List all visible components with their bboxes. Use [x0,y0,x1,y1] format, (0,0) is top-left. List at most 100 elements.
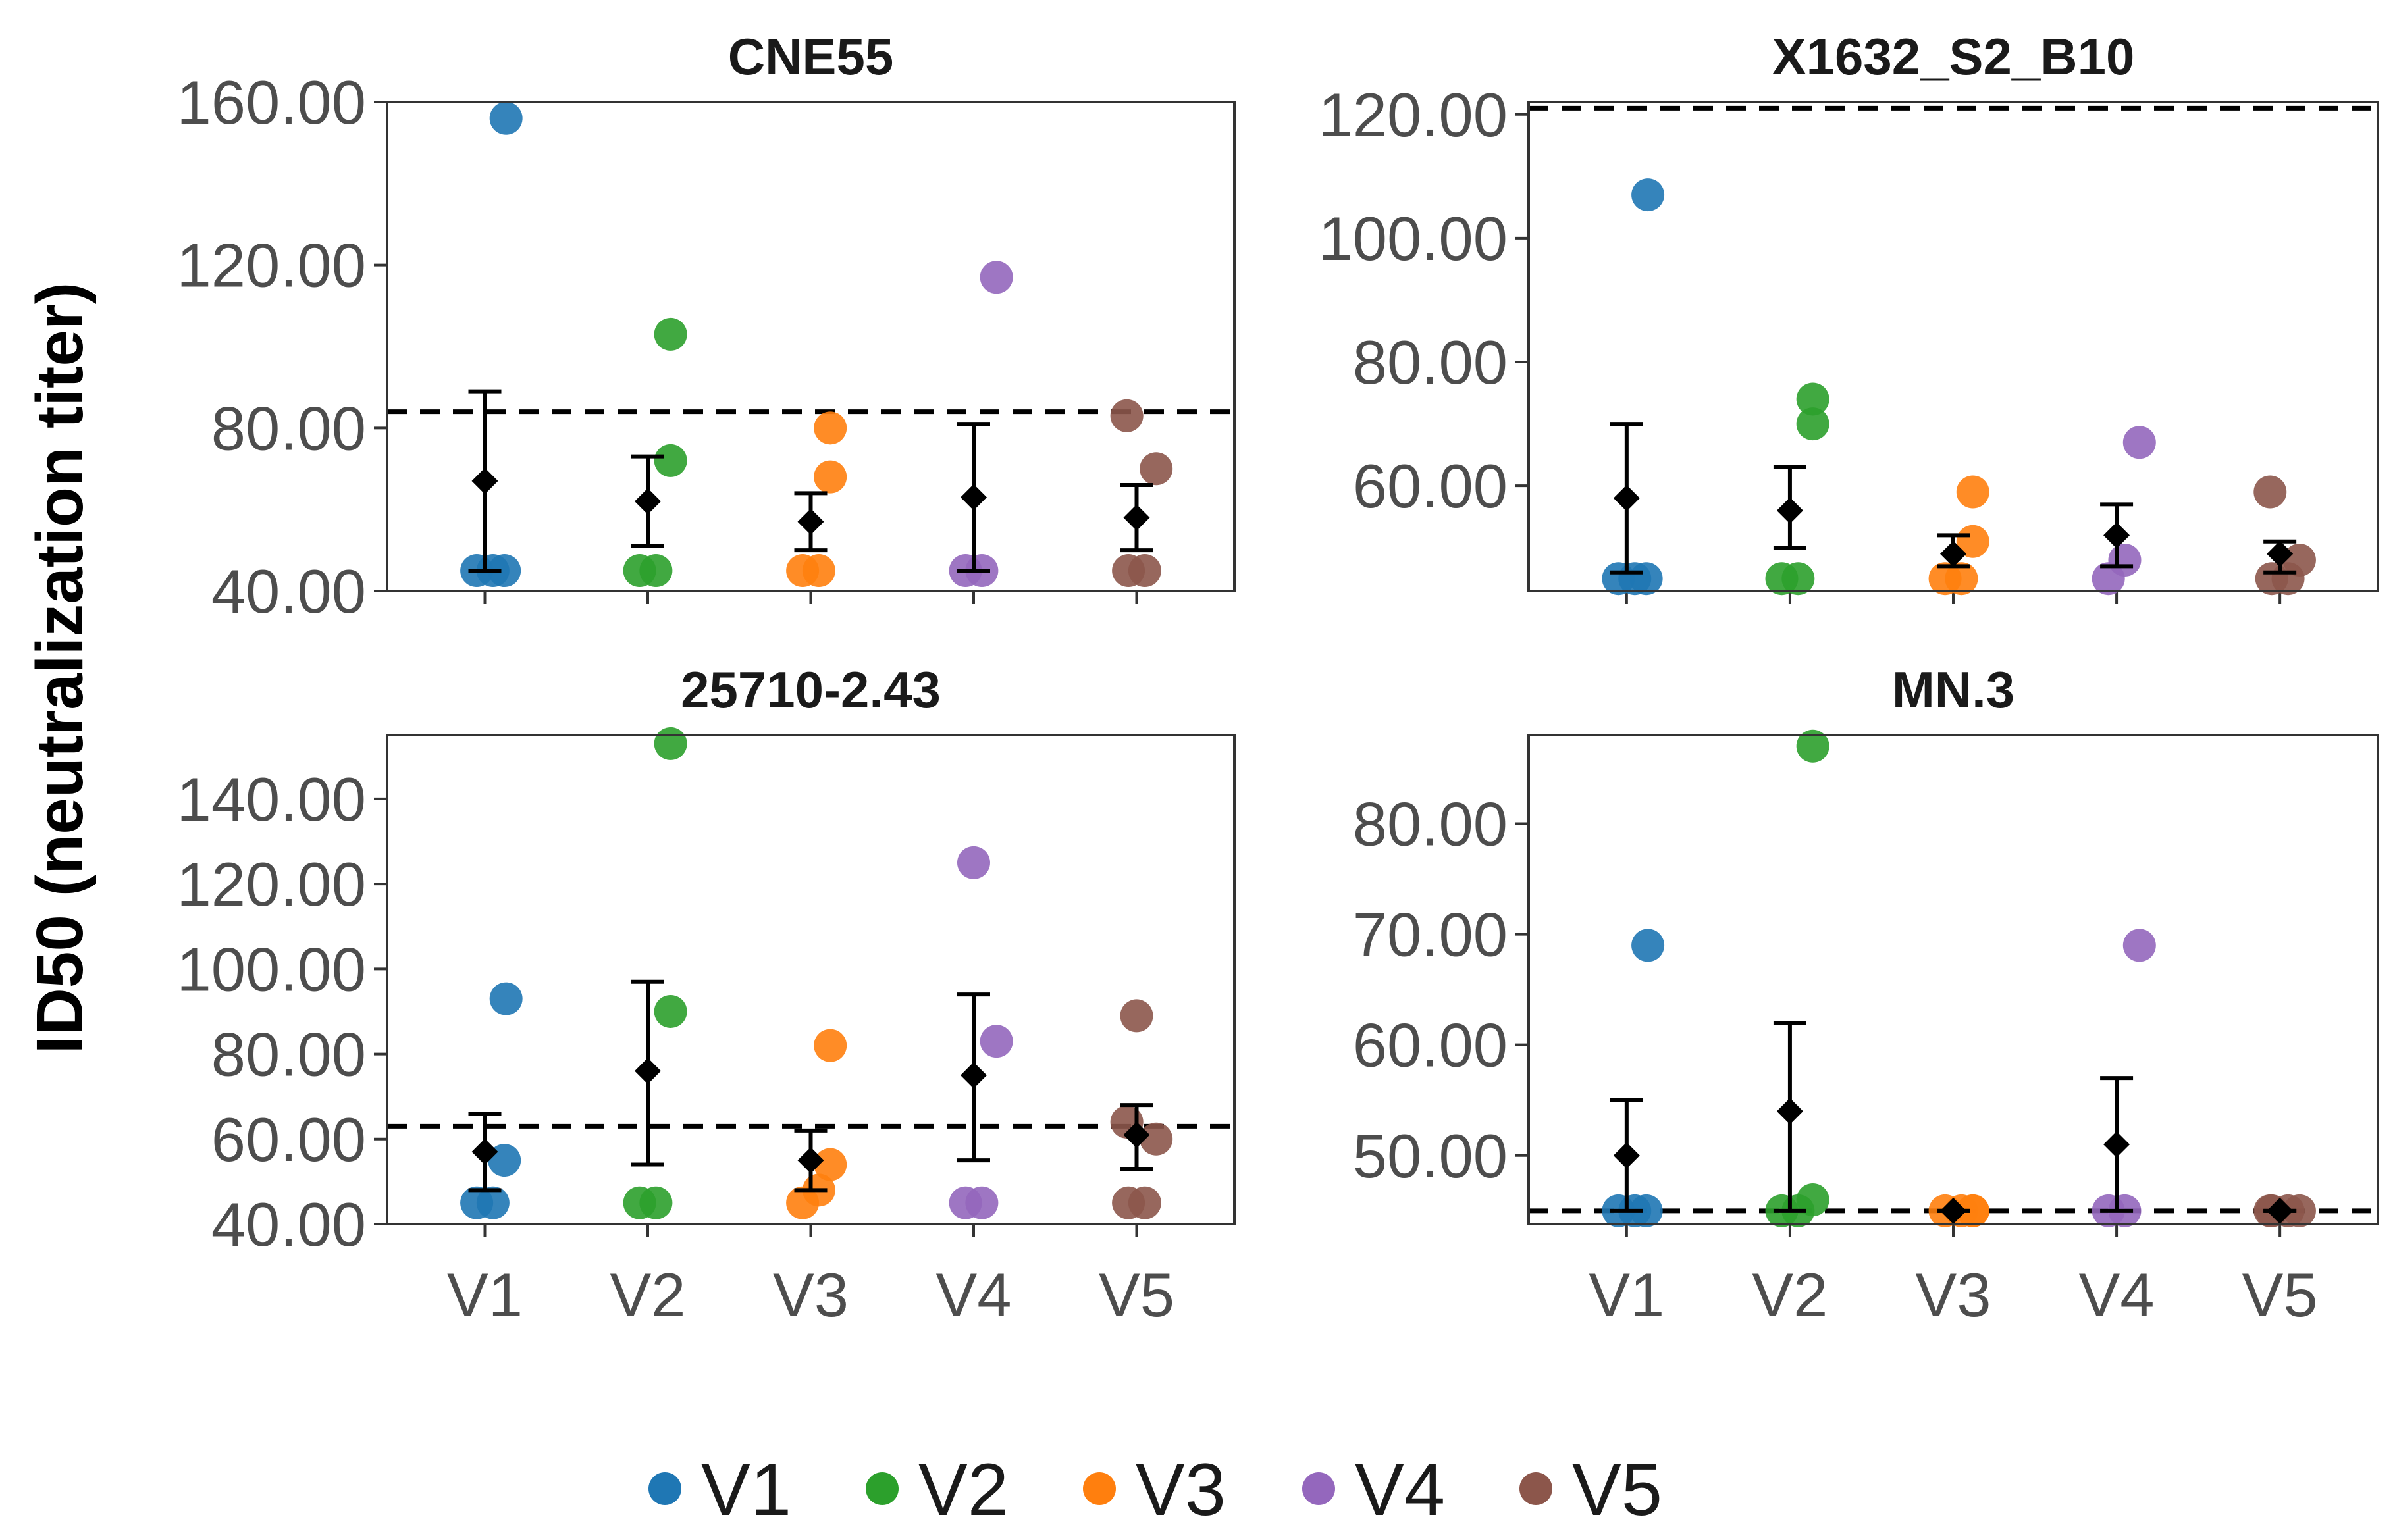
x-tick-label: V3 [1916,1260,1991,1329]
data-point [2108,543,2142,577]
data-point [1128,1186,1161,1219]
y-tick-label: 40.00 [211,1190,366,1259]
y-tick-label: 80.00 [211,394,366,463]
y-tick-label: 80.00 [1353,328,1508,397]
data-point [488,554,521,588]
panel-1: CNE55 40.00 80.00 120.00 160.00 [176,28,1236,626]
data-point [1796,729,1829,763]
data-point [814,1029,847,1062]
data-point [1110,399,1144,432]
y-tick-label: 60.00 [1353,451,1508,521]
data-point [1631,929,1665,962]
x-tick-label: V3 [773,1260,849,1329]
mean-marker [2267,540,2294,567]
panel-border [386,734,1236,1225]
mean-marker [961,1062,987,1089]
mean-marker [1613,1142,1640,1169]
data-point [476,1186,510,1219]
data-point [489,982,523,1015]
x-tick-label: V2 [1752,1260,1828,1329]
x-tick-label: V2 [610,1260,686,1329]
panels: CNE55 40.00 80.00 120.00 160.00 X1632_S2_B10 6… [176,28,2379,1329]
legend-swatch [1083,1472,1116,1505]
data-point [1631,178,1665,212]
legend-label: V2 [918,1449,1009,1531]
legend-label: V5 [1572,1449,1662,1531]
data-point [1140,452,1173,486]
x-tick-label: V4 [2079,1260,2155,1329]
mean-marker [1940,1197,1966,1224]
y-tick-label: 100.00 [176,935,366,1004]
data-point [1629,1194,1663,1227]
y-tick-label: 80.00 [211,1020,366,1089]
x-tick-label: V1 [1589,1260,1664,1329]
legend-swatch [1519,1472,1552,1505]
data-point [1796,1183,1829,1217]
y-tick-label: 120.00 [1318,80,1508,149]
panel-title: CNE55 [728,28,893,86]
panel-4: MN.3 50.00 60.00 70.00 80.00 V1 V2 V3 V4 V5 [1353,661,2379,1329]
data-point [639,554,673,588]
data-point [1128,554,1161,588]
panel-title: 25710-2.43 [681,661,941,719]
mean-marker [1940,540,1966,567]
y-tick-label: 60.00 [1353,1011,1508,1080]
legend: V1 V2 V3 V4 V5 [648,1449,1662,1531]
data-point [1796,407,1829,441]
mean-marker [961,484,987,511]
data-point [1140,1122,1173,1156]
legend-item: V5 [1519,1449,1662,1531]
mean-marker [797,1147,824,1174]
data-point [980,261,1013,294]
data-point [654,994,687,1028]
legend-item: V4 [1302,1449,1445,1531]
data-point [957,846,990,879]
data-point [639,1186,673,1219]
data-point [1781,562,1815,596]
mean-marker [635,1058,661,1085]
y-tick-label: 100.00 [1318,204,1508,273]
panel-2: X1632_S2_B10 60.00 80.00 100.00 120.00 [1318,28,2379,604]
data-point [654,444,687,477]
data-point [980,1025,1013,1058]
y-tick-label: 60.00 [211,1105,366,1174]
mean-marker [1776,497,1803,524]
y-tick-label: 160.00 [176,68,366,137]
data-point [814,411,847,445]
panel-title: X1632_S2_B10 [1772,28,2135,86]
panel-border [1527,101,2379,592]
x-tick-label: V5 [2242,1260,2318,1329]
x-tick-label: V1 [447,1260,523,1329]
mean-marker [1776,1098,1803,1125]
data-point [2282,1194,2316,1227]
legend-label: V1 [701,1449,791,1531]
y-tick-label: 70.00 [1353,900,1508,969]
data-point [489,101,523,135]
data-point [965,1186,999,1219]
data-point [2282,543,2316,577]
data-point [1945,562,1978,596]
mean-marker [471,467,498,494]
mean-marker [1613,484,1640,511]
y-tick-label: 40.00 [211,557,366,626]
panel-title: MN.3 [1892,661,2014,719]
data-point [1956,1194,1989,1227]
mean-marker [2103,522,2130,549]
legend-item: V2 [866,1449,1009,1531]
y-axis-label: ID50 (neutralization titer) [23,282,97,1054]
mean-marker [2267,1197,2294,1224]
legend-label: V3 [1136,1449,1226,1531]
mean-marker [797,508,824,535]
mean-marker [1123,504,1150,531]
panel-3: 25710-2.43 40.00 60.00 80.00 100.00 120.00 140… [176,661,1236,1329]
panel-border [1527,734,2379,1225]
data-point [1120,999,1153,1033]
legend-item: V1 [648,1449,791,1531]
data-point [802,554,835,588]
data-point [654,317,687,351]
y-tick-label: 80.00 [1353,789,1508,858]
data-point [2122,426,2156,459]
y-tick-label: 50.00 [1353,1121,1508,1191]
y-tick-label: 120.00 [176,850,366,919]
